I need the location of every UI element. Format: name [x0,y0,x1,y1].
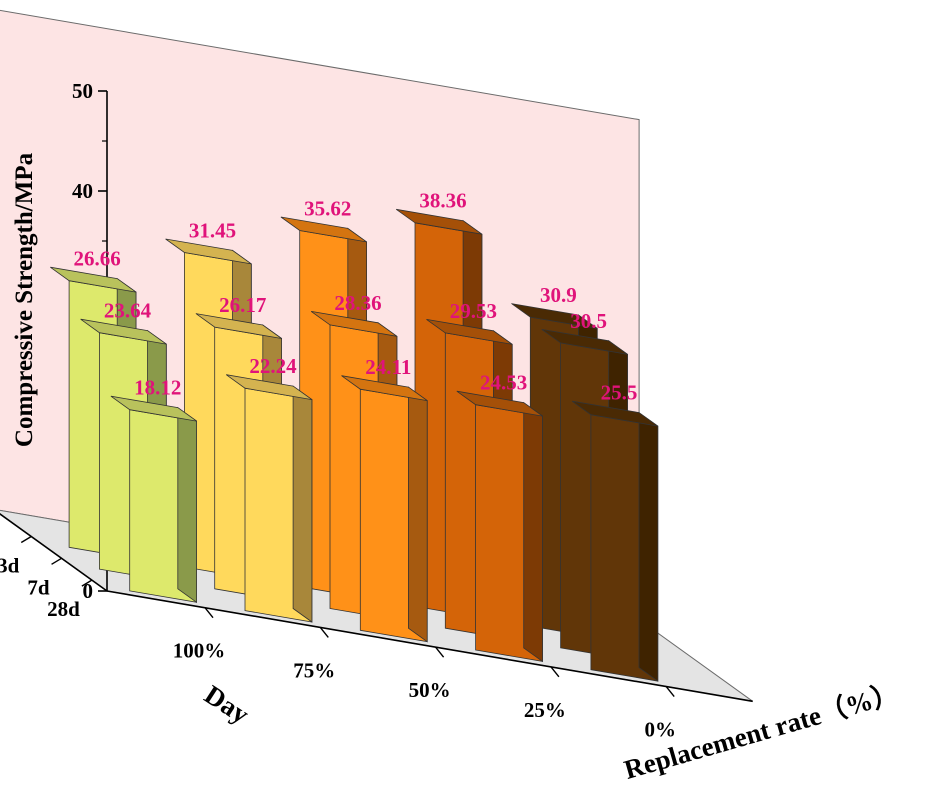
z-tick-label: 0 [83,579,94,603]
y-tick-label: 3d [0,554,20,578]
value-labels-layer: 30.9 38.36 35.62 31.45 26.66 30.5 29.53 28.36 26… [74,189,638,405]
value-label: 29.53 [450,299,497,323]
x-tick-mark [435,646,445,658]
value-label: 35.62 [304,196,351,220]
bar-top-face [395,208,483,235]
bar-3d-75% [225,374,313,623]
bar-side-face [177,406,198,604]
z-tick-label: 50 [72,79,93,103]
value-label: 18.12 [134,376,181,400]
y-tick-mark [51,557,62,565]
value-label: 23.64 [104,299,152,323]
value-label: 38.36 [419,189,466,213]
bar-top-face [280,216,367,243]
value-label: 25.5 [601,381,638,405]
x-tick-label: 0% [644,718,676,742]
y-tick-label: 28d [47,597,80,621]
bars-layer [50,208,659,682]
x-tick-label: 50% [409,678,451,702]
bar-side-face [292,385,313,623]
value-label: 28.36 [334,291,381,315]
x-tick-mark [550,666,560,678]
bar-top-face [225,374,313,400]
bar-top-face [165,238,252,265]
z-tick-label: 40 [72,179,93,203]
y-tick-mark [20,535,32,544]
x-tick-mark [665,686,675,697]
bar-top-face [50,266,137,293]
bar-top-face [511,303,598,329]
value-label: 24.11 [365,355,411,379]
bar-top-face [456,390,543,417]
y-axis-line [0,513,108,592]
value-label: 24.53 [480,371,527,395]
bar-top-face [426,319,513,345]
value-label: 31.45 [189,218,236,242]
value-label: 26.17 [219,293,266,317]
bar-3d-0% [571,400,659,682]
value-label: 30.5 [570,309,607,333]
bar-top-face [571,400,659,427]
y-tick-label: 7d [27,575,50,599]
bar-top-face [541,329,628,355]
y-axis-title: Day [199,679,255,730]
x-tick-label: 100% [173,639,226,663]
bar-3d-100% [110,395,198,604]
bar-side-face [523,401,543,663]
bar-top-face [110,395,197,422]
z-axis-title: Compressive Strength/MPa [11,152,38,447]
x-tick-mark [204,607,214,619]
value-label: 30.9 [540,283,577,307]
bar-3d-25% [456,390,543,663]
bar-side-face [407,386,428,643]
value-label: 26.66 [74,247,121,271]
x-tick-label: 25% [524,698,566,722]
bar-top-face [310,311,398,337]
y-tick-mark [81,579,93,587]
bar-3d-50% [341,375,428,643]
x-tick-label: 75% [293,658,335,682]
x-tick-mark [319,627,329,638]
x-axis-line [106,590,753,703]
bar-top-face [341,375,428,401]
bar-top-face [195,313,282,339]
bar-top-face [80,318,167,345]
bar-side-face [638,411,659,682]
value-label: 22.24 [249,354,297,378]
